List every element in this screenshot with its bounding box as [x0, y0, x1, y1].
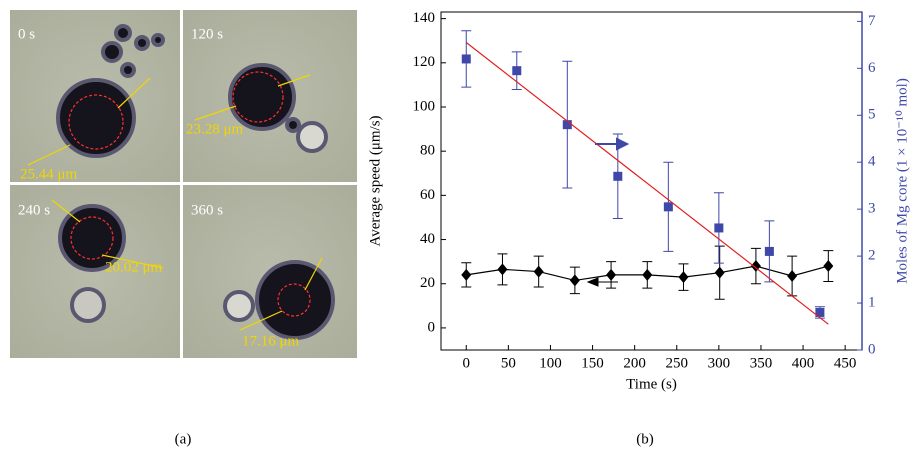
point — [562, 120, 572, 130]
arrow — [595, 137, 630, 151]
diameter-label: 17.16 μm — [242, 333, 300, 349]
x-tick-label: 150 — [581, 355, 604, 371]
point — [642, 268, 653, 281]
diameter-label: 23.28 μm — [186, 121, 244, 137]
point — [714, 223, 724, 233]
y2-tick-label: 3 — [868, 201, 876, 217]
time-label: 120 s — [191, 26, 223, 42]
arrow — [586, 277, 618, 287]
panel-label: (b) — [636, 431, 654, 447]
point — [461, 268, 472, 281]
panel-label: (a) — [175, 431, 192, 447]
x-tick-label: 350 — [750, 355, 773, 371]
outlines — [68, 71, 311, 317]
plot-frame — [440, 11, 863, 351]
y2-tick-label: 7 — [868, 13, 876, 29]
point — [663, 202, 673, 212]
chart: 0 50 100 150 200 250 300 350 400 4500204060801001… — [367, 10, 910, 392]
y2-tick-label: 2 — [868, 248, 876, 264]
y-tick-label: 20 — [420, 275, 435, 291]
x-tick-label: 0 — [463, 355, 471, 371]
point — [533, 265, 544, 278]
point — [764, 246, 774, 256]
y-tick-label: 120 — [413, 54, 436, 70]
point — [606, 268, 617, 281]
x-tick-label: 400 — [792, 355, 815, 371]
y2-tick-label: 5 — [868, 107, 876, 123]
y2-tick-label: 0 — [868, 341, 876, 357]
time-label: 360 s — [191, 202, 223, 218]
y2-tick-label: 4 — [868, 154, 876, 170]
x-tick-label: 100 — [539, 355, 562, 371]
point — [461, 54, 471, 64]
time-label: 0 s — [18, 26, 35, 42]
y2-tick-label: 1 — [868, 294, 876, 310]
y-tick-label: 140 — [413, 10, 436, 26]
series-line — [465, 42, 829, 325]
micrographs: 0 s 120 s 240 s 360 s 25.44 μm 23.28 μm … — [10, 10, 357, 358]
point — [815, 307, 825, 317]
point — [497, 263, 508, 276]
point — [613, 171, 623, 181]
x-tick-label: 250 — [666, 355, 689, 371]
y-tick-label: 60 — [420, 187, 435, 203]
y-tick-label: 0 — [428, 319, 436, 335]
time-label: 240 s — [18, 202, 50, 218]
pointers — [27, 74, 323, 331]
point — [512, 66, 522, 76]
diameter-label: 25.44 μm — [20, 166, 78, 182]
y-tick-label: 40 — [420, 231, 435, 247]
x-tick-label: 50 — [501, 355, 516, 371]
diameter-label: 20.02 μm — [105, 259, 163, 275]
point — [787, 269, 798, 282]
y2-tick-label: 6 — [868, 60, 876, 76]
y-axis-title: Average speed (μm/s) — [367, 115, 383, 246]
y-tick-label: 80 — [420, 143, 435, 159]
x-tick-label: 450 — [834, 355, 857, 371]
point — [714, 266, 725, 279]
y2-axis-title: Moles of Mg core (1 × 10⁻¹⁰ mol) — [894, 78, 910, 284]
particles — [56, 24, 335, 340]
point — [569, 274, 580, 287]
point — [823, 260, 834, 273]
x-axis-title: Time (s) — [626, 376, 677, 392]
x-tick-label: 200 — [623, 355, 646, 371]
x-tick-label: 300 — [708, 355, 731, 371]
point — [678, 271, 689, 284]
y-tick-label: 100 — [413, 98, 436, 114]
